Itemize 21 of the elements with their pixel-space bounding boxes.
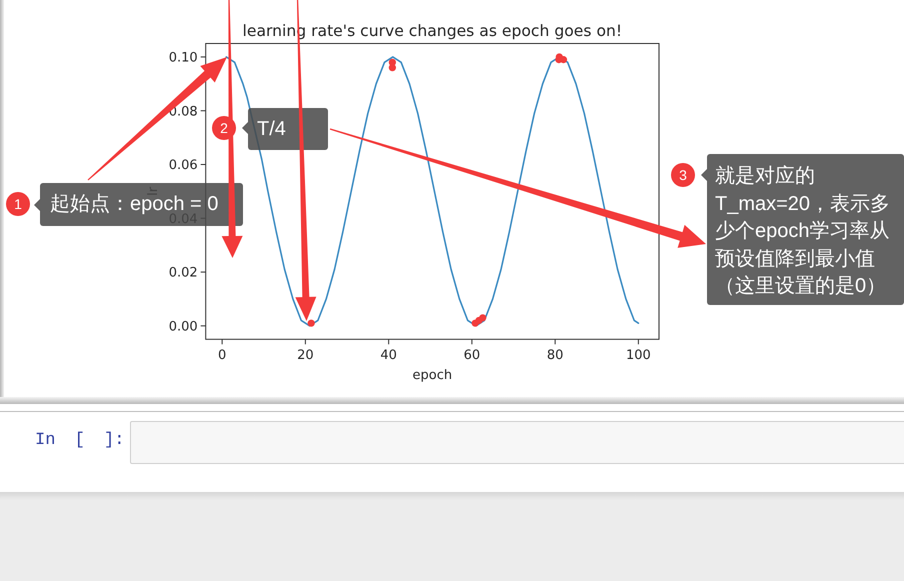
x-tick-label: 100 xyxy=(626,348,651,363)
x-tick-label: 60 xyxy=(464,348,480,363)
text: In [ ]: xyxy=(35,431,124,451)
annotation: 起始点：epoch = 0 xyxy=(50,193,218,215)
annotation: 2 xyxy=(212,116,236,140)
point xyxy=(479,314,486,322)
annotation: T/4 xyxy=(257,118,286,140)
point xyxy=(388,64,396,72)
x-tick-label: 80 xyxy=(546,348,564,363)
text: 3 xyxy=(671,163,695,187)
x-tick-label: 20 xyxy=(297,348,314,363)
y-tick-label: 0.00 xyxy=(168,319,198,334)
text: 1 xyxy=(6,192,30,216)
x-tick-label: 0 xyxy=(218,348,226,363)
text: 就是对应的T_max=20，表示多少个epoch学习率从预设值降到最小值（这里设置的是0） xyxy=(715,165,890,297)
y-tick-label: 0.10 xyxy=(168,50,198,66)
y-tick-label: 0.06 xyxy=(168,158,198,174)
point xyxy=(308,320,315,327)
y-tick-label: 0.02 xyxy=(168,266,198,281)
x-tick-label: 40 xyxy=(380,348,397,363)
x-axis-title: epoch xyxy=(412,368,452,383)
